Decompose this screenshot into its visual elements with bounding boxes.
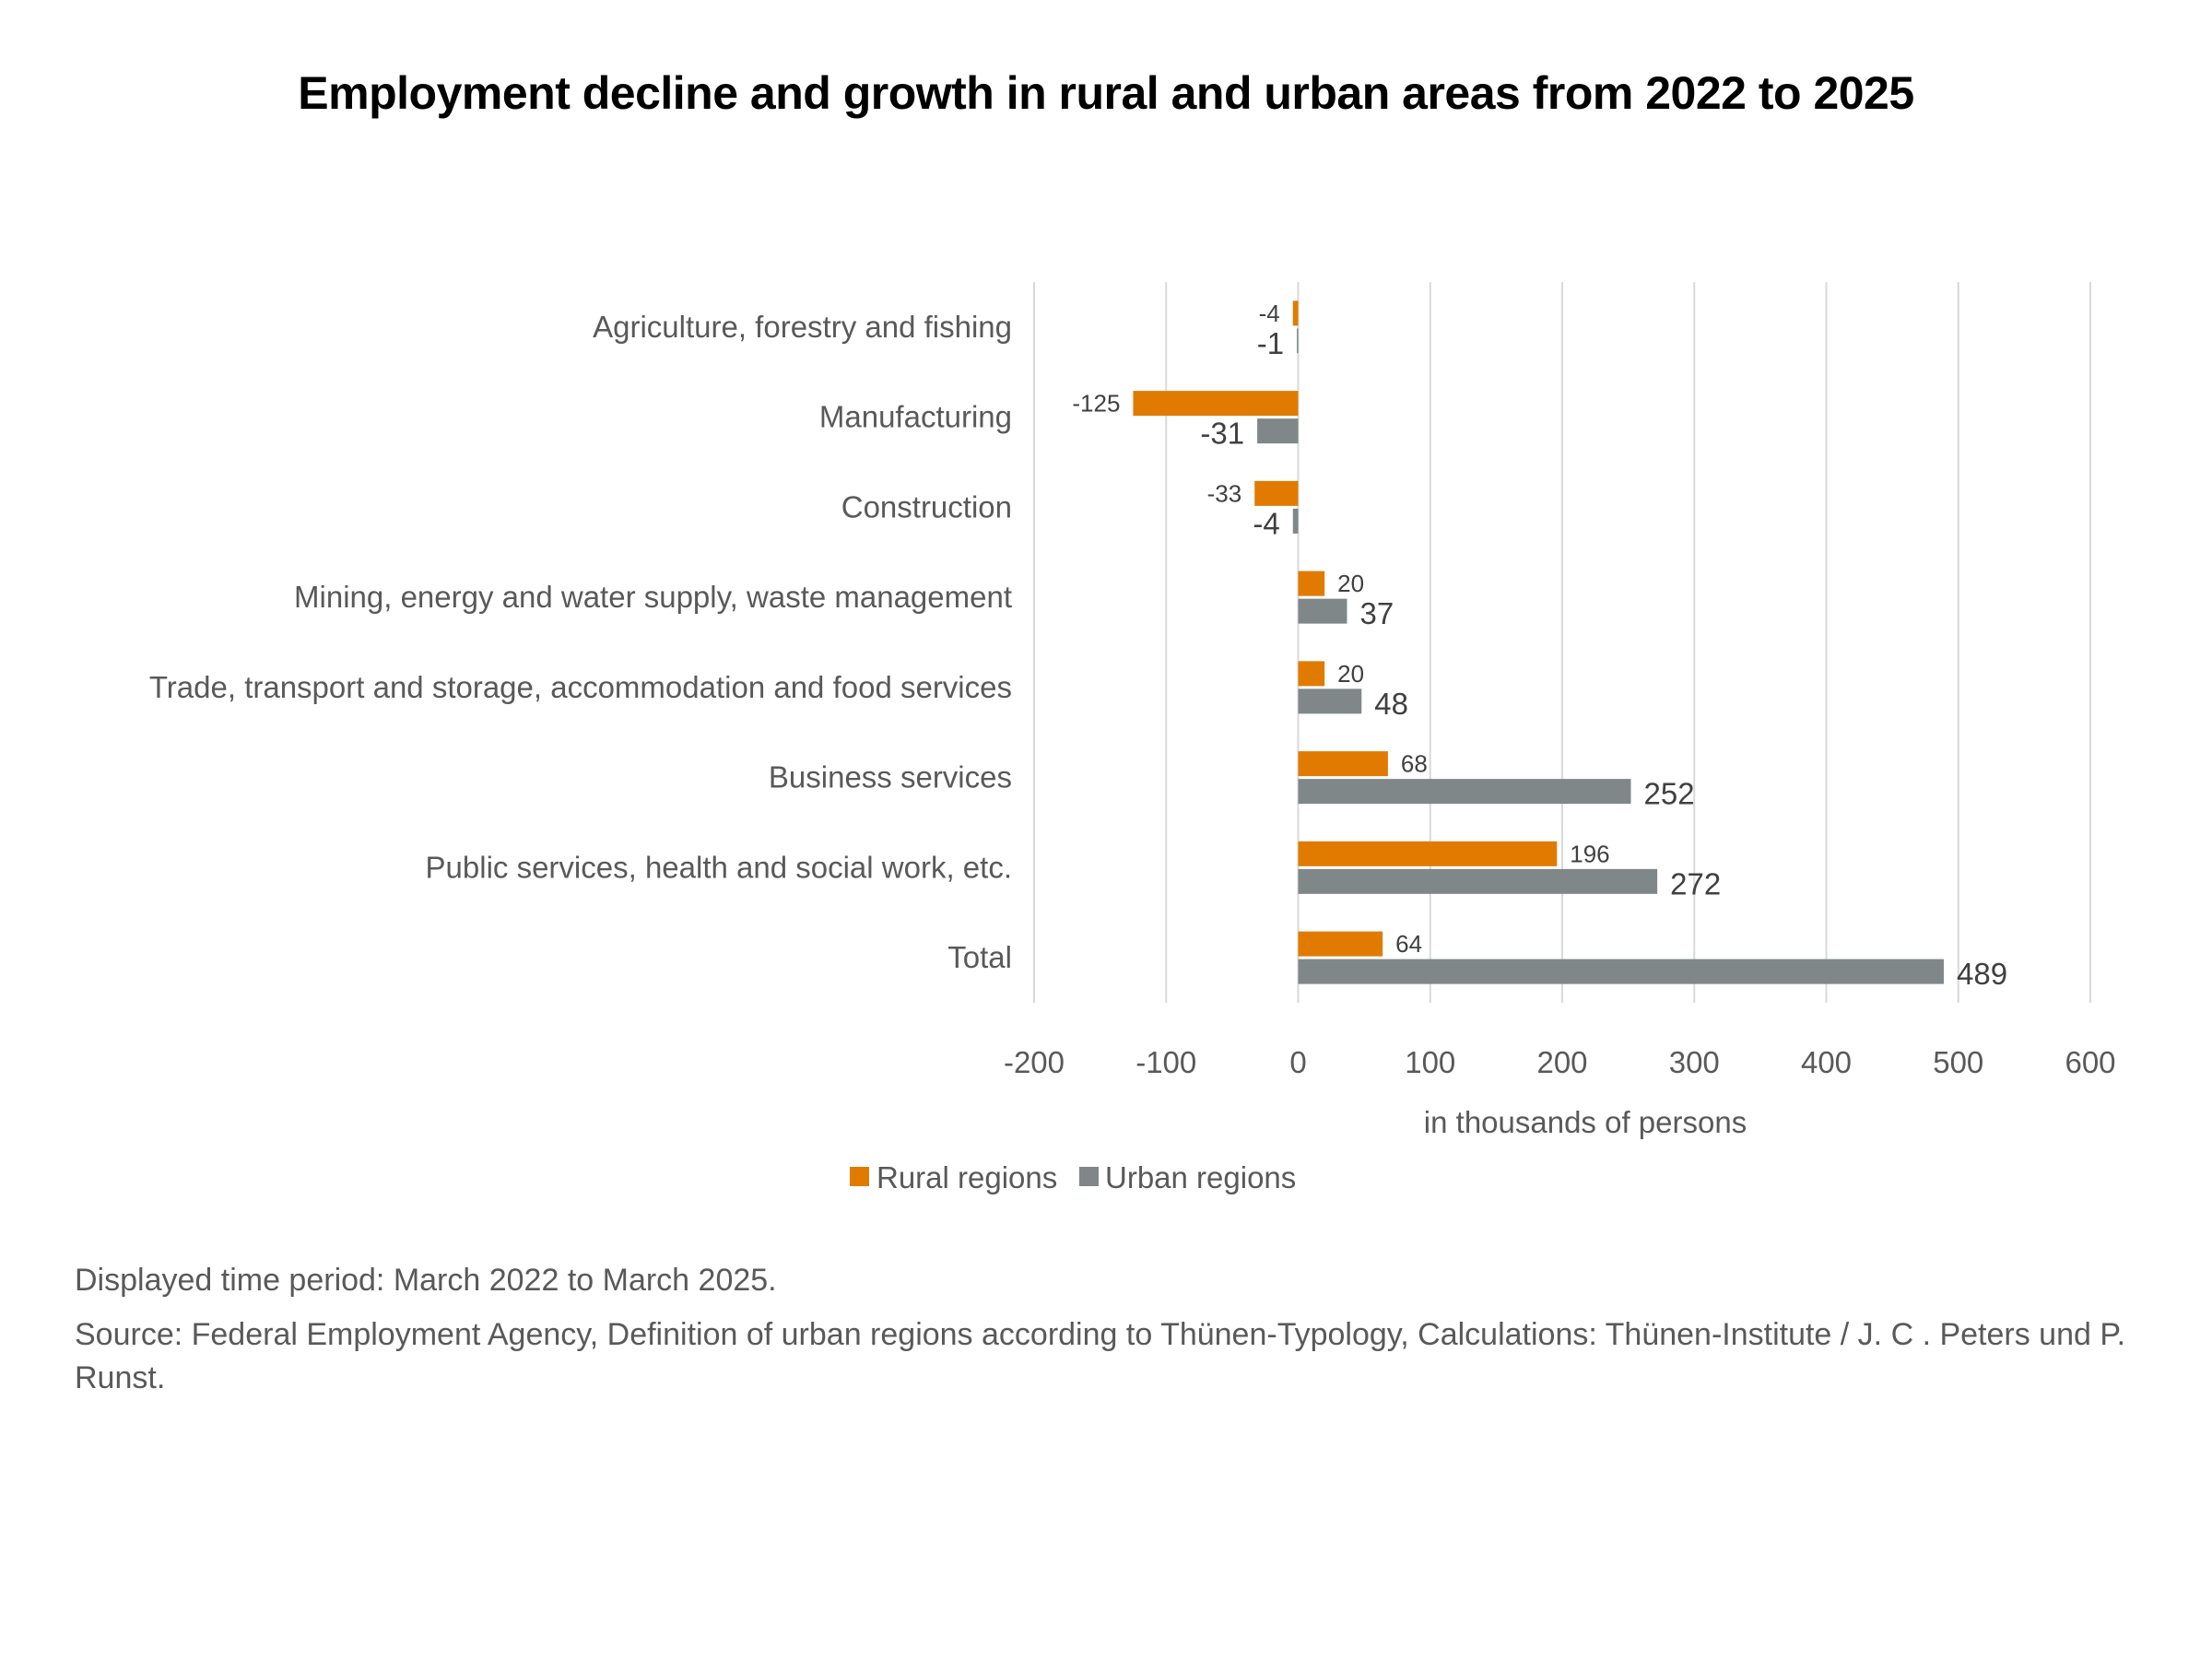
value-label-urban: 48 [1374, 687, 1408, 721]
bar-urban [1298, 868, 1658, 894]
legend: Rural regions Urban regions [850, 1160, 1296, 1194]
bar-rural [1298, 571, 1325, 596]
bar-rural [1298, 751, 1388, 777]
bar-rural [1254, 480, 1299, 506]
value-label-urban: -31 [1200, 417, 1244, 451]
x-tick-label: 300 [1669, 1045, 1720, 1079]
footer-period-note: Displayed time period: March 2022 to Mar… [75, 1263, 777, 1298]
bar-rural [1298, 841, 1558, 866]
x-tick-label: -200 [1004, 1045, 1065, 1079]
value-label-urban: -1 [1257, 326, 1284, 360]
value-label-urban: -4 [1253, 506, 1279, 540]
category-label: Agriculture, forestry and fishing [593, 310, 1012, 344]
legend-swatch-rural [850, 1167, 869, 1186]
bar-urban [1298, 959, 1944, 984]
x-tick-label: 100 [1405, 1045, 1455, 1079]
category-label: Mining, energy and water supply, waste m… [294, 580, 1012, 614]
bar-rural [1298, 661, 1325, 687]
bar-urban [1298, 779, 1631, 805]
value-label-rural: -4 [1259, 300, 1280, 327]
value-label-urban: 489 [1957, 957, 2007, 991]
legend-swatch-urban [1079, 1167, 1099, 1186]
x-tick-labels: -200 -100 0 100 200 300 400 500 600 [1004, 1045, 2116, 1079]
category-label: Manufacturing [819, 400, 1012, 434]
category-labels: Agriculture, forestry and fishing Manufac… [149, 310, 1012, 974]
bar-rural [1298, 931, 1383, 957]
legend-label-rural: Rural regions [877, 1160, 1057, 1194]
category-label: Business services [769, 760, 1012, 794]
x-tick-label: 600 [2065, 1045, 2115, 1079]
chart-footer: Displayed time period: March 2022 to Mar… [75, 1259, 2148, 1400]
legend-label-urban: Urban regions [1105, 1160, 1296, 1194]
bar-rural [1292, 300, 1299, 326]
footer-source-note: Source: Federal Employment Agency, Defin… [75, 1317, 2126, 1395]
value-label-rural: -33 [1207, 479, 1242, 507]
bar-urban [1297, 328, 1299, 354]
bar-urban [1298, 598, 1347, 624]
value-label-urban: 37 [1360, 596, 1394, 630]
category-label: Public services, health and social work,… [426, 850, 1012, 884]
x-tick-label: 400 [1801, 1045, 1852, 1079]
value-label-rural: 20 [1337, 570, 1364, 597]
value-label-rural: -125 [1072, 390, 1120, 418]
bar-urban [1257, 418, 1299, 444]
value-label-rural: 64 [1395, 930, 1422, 958]
chart-title: Employment decline and growth in rural a… [298, 67, 1914, 119]
value-label-rural: 20 [1337, 660, 1364, 688]
value-label-rural: 196 [1570, 840, 1609, 867]
bar-rural [1133, 391, 1299, 417]
category-label: Total [947, 940, 1012, 974]
x-tick-label: 500 [1933, 1045, 1983, 1079]
bar-urban [1298, 688, 1362, 714]
value-label-urban: 252 [1643, 777, 1694, 811]
value-label-urban: 272 [1670, 866, 1721, 900]
category-label: Trade, transport and storage, accommodat… [149, 670, 1012, 704]
x-tick-label: 200 [1536, 1045, 1587, 1079]
x-tick-label: 0 [1289, 1045, 1306, 1079]
value-label-rural: 68 [1401, 750, 1428, 778]
gridlines [1033, 282, 2091, 1003]
x-axis-title: in thousands of persons [1424, 1105, 1747, 1139]
x-tick-label: -100 [1135, 1045, 1196, 1079]
bar-chart: -4-1-125-31-33-4203720486825219627264489… [149, 282, 2116, 1194]
bar-urban [1292, 508, 1299, 534]
category-label: Construction [841, 489, 1012, 524]
bars [1133, 300, 1944, 984]
